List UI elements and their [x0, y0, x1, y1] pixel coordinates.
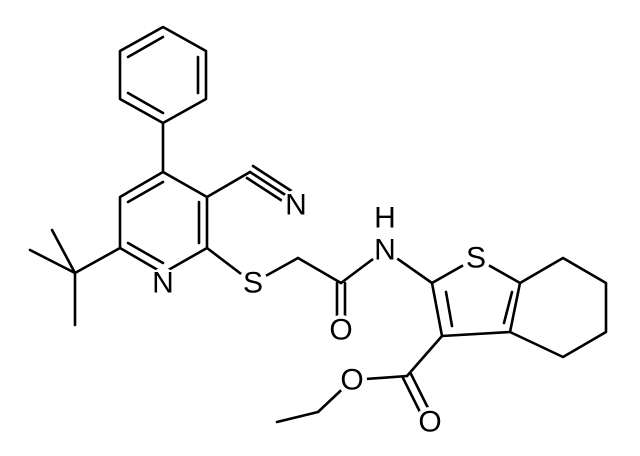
atom-label: S	[466, 242, 486, 275]
atom-label: O	[340, 364, 363, 397]
bond	[126, 91, 165, 115]
bond	[118, 170, 209, 275]
atom-label: H	[374, 202, 396, 235]
bond	[405, 334, 444, 378]
bond	[444, 290, 454, 328]
bond	[248, 170, 292, 200]
bonds	[28, 25, 608, 424]
atom-label: O	[329, 314, 352, 347]
bond	[275, 410, 320, 424]
bond	[126, 241, 165, 265]
atom-labels: N N S H N O S O O	[148, 189, 491, 439]
bond	[126, 35, 165, 59]
bond	[296, 256, 343, 285]
bond	[245, 176, 289, 206]
bond	[118, 25, 208, 125]
bond	[73, 246, 122, 275]
atom-label: N	[152, 267, 174, 300]
bond	[205, 170, 252, 199]
bond	[502, 290, 514, 325]
atom-label: S	[243, 267, 263, 300]
atom-label: N	[285, 189, 307, 222]
bond	[28, 248, 77, 275]
atom-label: N	[374, 234, 396, 267]
bond	[126, 180, 165, 204]
bond	[508, 256, 608, 359]
atom-label: O	[418, 406, 441, 439]
bond	[50, 228, 77, 275]
bond	[251, 164, 295, 194]
